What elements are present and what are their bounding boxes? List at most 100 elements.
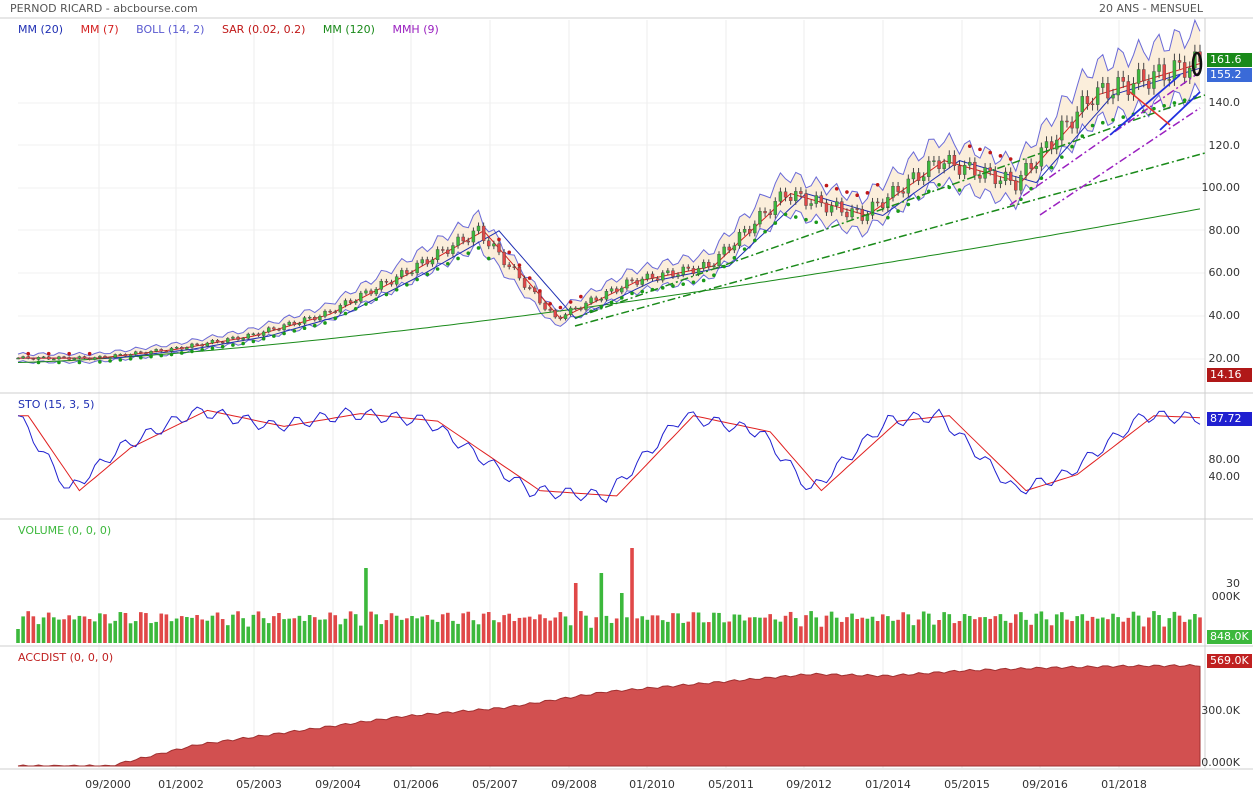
volume-bar [527,616,532,643]
volume-bar [691,612,696,643]
volume-bar [880,614,885,643]
volume-bar [701,622,706,643]
candle-body [788,197,793,201]
candle-body [1172,60,1177,80]
candle-body [133,351,138,355]
volume-bar [456,623,460,643]
sar-dot [957,188,962,192]
volume-bar [297,615,302,643]
candle-body [630,279,634,282]
sar-dot [312,323,317,328]
candle-body [650,273,655,279]
candle-body [840,201,844,213]
candle-body [512,266,517,268]
accdist-area [17,663,1201,767]
sar-dot [896,209,900,213]
volume-tick-30000k: 30 000K [1211,577,1240,603]
volume-bar [1044,619,1049,643]
volume-bar [819,626,824,643]
volume-bar [144,613,148,643]
candle-body [1034,166,1038,169]
volume-bar [742,620,747,643]
candle-body [1049,141,1054,150]
x-tick-label: 01/2002 [158,778,204,791]
candle-body [425,259,430,265]
candle-body [1080,96,1085,113]
candle-body [1039,147,1044,167]
sar-dot [1162,104,1166,108]
sar-dot [67,351,71,356]
sar-dot [302,326,307,331]
sar-dot [26,351,31,356]
volume-bar [231,614,235,643]
sar-dot [671,284,675,288]
volume-bar [1054,614,1059,643]
sar-dot [865,191,870,195]
candle-body [1044,141,1049,148]
legend-boll: BOLL (14, 2) [136,23,205,36]
sar-dot [159,353,164,358]
volume-bar [225,625,230,643]
volume-bar [921,611,926,643]
volume-bar [860,617,865,643]
volume-bar [1162,626,1166,643]
candle-body [220,341,225,344]
candle-body [957,165,962,175]
candle-body [226,338,230,343]
volume-bar [875,621,880,643]
candle-body [599,299,604,301]
candle-body [1090,103,1095,106]
candle-body [1116,77,1120,96]
candle-body [968,161,972,166]
volume-bar [599,573,604,643]
volume-bar [31,616,36,643]
volume-bar [927,613,931,643]
volume-bar [1136,615,1141,643]
mmh-channel-lower [1039,107,1201,216]
volume-bar [52,617,56,643]
sar-dot [538,289,542,293]
mm120-line [17,208,1201,363]
volume-bar [41,617,46,643]
candle-body [1152,71,1156,89]
x-tick-label: 09/2016 [1022,778,1068,791]
volume-bar [379,624,384,643]
volume-bar [302,620,307,643]
candle-body [256,333,261,336]
volume-bar [174,618,179,643]
volume-bar [1019,612,1023,643]
volume-bar [139,612,143,643]
volume-bar [1003,620,1008,643]
candle-body [584,302,588,310]
volume-bar [619,593,624,643]
candle-body [932,160,936,162]
volume-bar [712,612,716,643]
volume-bar [993,616,998,643]
volume-bar [850,613,854,643]
sar-dot [753,238,757,243]
price-last-tag: 155.2 [1207,68,1252,82]
sar-dot [609,300,614,305]
volume-bar [1152,611,1156,643]
volume-bar [292,618,297,643]
sar-dot [1080,134,1085,138]
candle-body [302,317,307,324]
price-tick-100: 100.00 [1201,181,1241,194]
candle-body [962,165,967,175]
volume-bar [937,619,941,643]
candle-body [1142,69,1146,82]
volume-bar [389,613,394,643]
volume-bar [369,611,373,643]
volume-bar [717,612,721,643]
candle-body [389,281,394,285]
price-panel [16,18,1206,365]
volume-bar [584,615,588,643]
sar-dot [855,193,859,198]
sar-dot [384,292,389,297]
candle-body [307,317,312,319]
volume-bar [737,614,742,643]
candle-body [661,272,665,281]
price-tick-40: 40.00 [1208,309,1241,322]
